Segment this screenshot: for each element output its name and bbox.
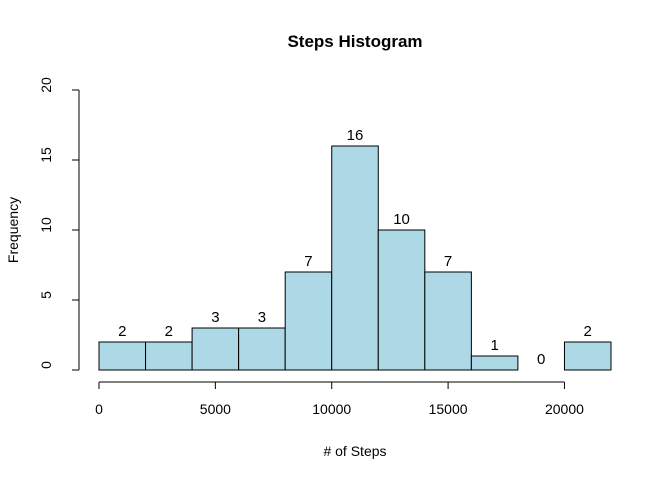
- bars-group: [98, 145, 612, 371]
- histogram-bar: [563, 341, 612, 371]
- x-tick-label: 0: [95, 401, 103, 417]
- histogram-bar: [284, 271, 333, 371]
- bar-count-label: 7: [444, 253, 452, 270]
- histogram-bar: [145, 341, 193, 371]
- bar-count-label: 3: [258, 309, 266, 326]
- y-axis-label: Frequency: [5, 197, 21, 263]
- y-tick-label: 5: [38, 291, 54, 299]
- bar-count-label: 2: [118, 323, 126, 340]
- bar-count-label: 10: [393, 211, 410, 228]
- bar-count-label: 3: [211, 309, 219, 326]
- bar-count-label: 16: [347, 127, 364, 144]
- histogram-bar: [424, 271, 472, 371]
- x-tick-label: 5000: [200, 401, 231, 417]
- x-tick-label: 10000: [312, 401, 351, 417]
- y-axis: 0 5 10 15 20: [38, 77, 80, 371]
- histogram-bar: [98, 341, 147, 371]
- y-tick-label: 0: [38, 361, 54, 369]
- bar-count-label: 0: [537, 351, 545, 368]
- bar-count-label: 2: [165, 323, 173, 340]
- bar-count-label: 1: [490, 337, 498, 354]
- histogram-bar: [470, 355, 519, 371]
- histogram-bar: [238, 327, 286, 371]
- bar-count-label: 2: [584, 323, 592, 340]
- x-axis-label: # of Steps: [323, 443, 386, 459]
- histogram-bar: [377, 229, 426, 371]
- y-tick-label: 20: [38, 77, 54, 93]
- bar-count-label: 7: [304, 253, 312, 270]
- x-tick-label: 20000: [545, 401, 584, 417]
- y-tick-label: 10: [38, 217, 54, 233]
- chart-title: Steps Histogram: [287, 32, 422, 51]
- x-axis: 0 5000 10000 15000 20000: [95, 381, 584, 417]
- y-tick-label: 15: [38, 147, 54, 163]
- x-tick-label: 15000: [429, 401, 468, 417]
- histogram-bar: [331, 145, 379, 371]
- histogram-bar: [191, 327, 240, 371]
